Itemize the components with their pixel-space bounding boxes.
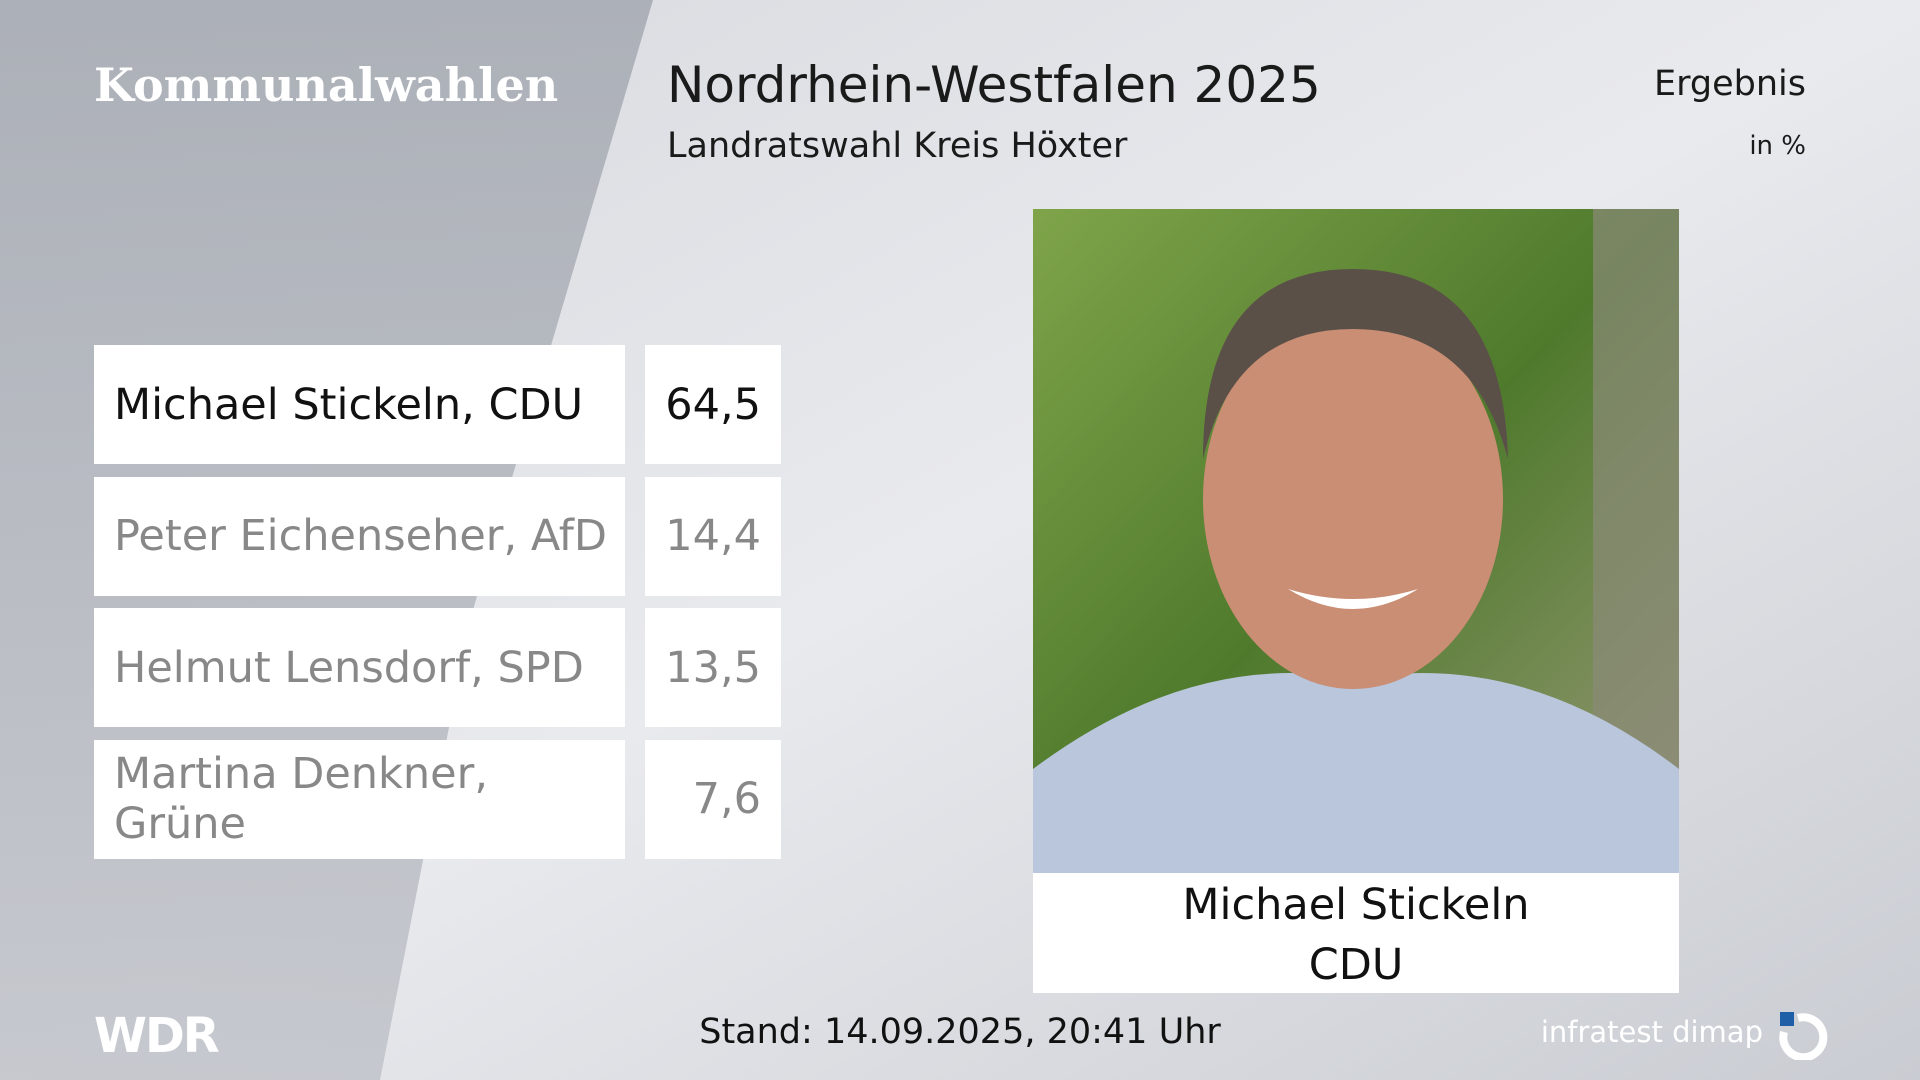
candidate-cell: Martina Denkner, Grüne (94, 739, 625, 859)
section-title: Kommunalwahlen (94, 58, 559, 112)
result-row: Michael Stickeln, CDU 64,5 (94, 345, 781, 464)
source-logo (1779, 1012, 1828, 1060)
percent-cell: 64,5 (645, 345, 781, 464)
heading: Nordrhein-Westfalen 2025 (667, 56, 1321, 114)
percent-cell: 14,4 (645, 476, 781, 596)
result-label: Ergebnis (1654, 64, 1806, 104)
candidate-cell: Michael Stickeln, CDU (94, 345, 625, 464)
source-label: infratest dimap (1540, 1015, 1763, 1049)
candidate-cell: Peter Eichenseher, AfD (94, 476, 625, 596)
candidate-cell: Helmut Lensdorf, SPD (94, 608, 625, 727)
result-row: Helmut Lensdorf, SPD 13,5 (94, 608, 781, 727)
result-row: Martina Denkner, Grüne 7,6 (94, 739, 781, 859)
result-row: Peter Eichenseher, AfD 14,4 (94, 476, 781, 596)
timestamp: Stand: 14.09.2025, 20:41 Uhr (699, 1012, 1221, 1052)
percent-cell: 13,5 (645, 608, 781, 727)
candidate-name: Michael Stickeln (1182, 880, 1530, 930)
candidate-party: CDU (1308, 940, 1404, 990)
subheading: Landratswahl Kreis Höxter (667, 126, 1128, 166)
percent-cell: 7,6 (645, 739, 781, 859)
candidate-photo (1033, 209, 1679, 873)
photo-caption: Michael Stickeln CDU (1033, 873, 1679, 993)
broadcaster-logo: WDR (94, 1008, 220, 1064)
unit-label: in % (1749, 131, 1806, 161)
